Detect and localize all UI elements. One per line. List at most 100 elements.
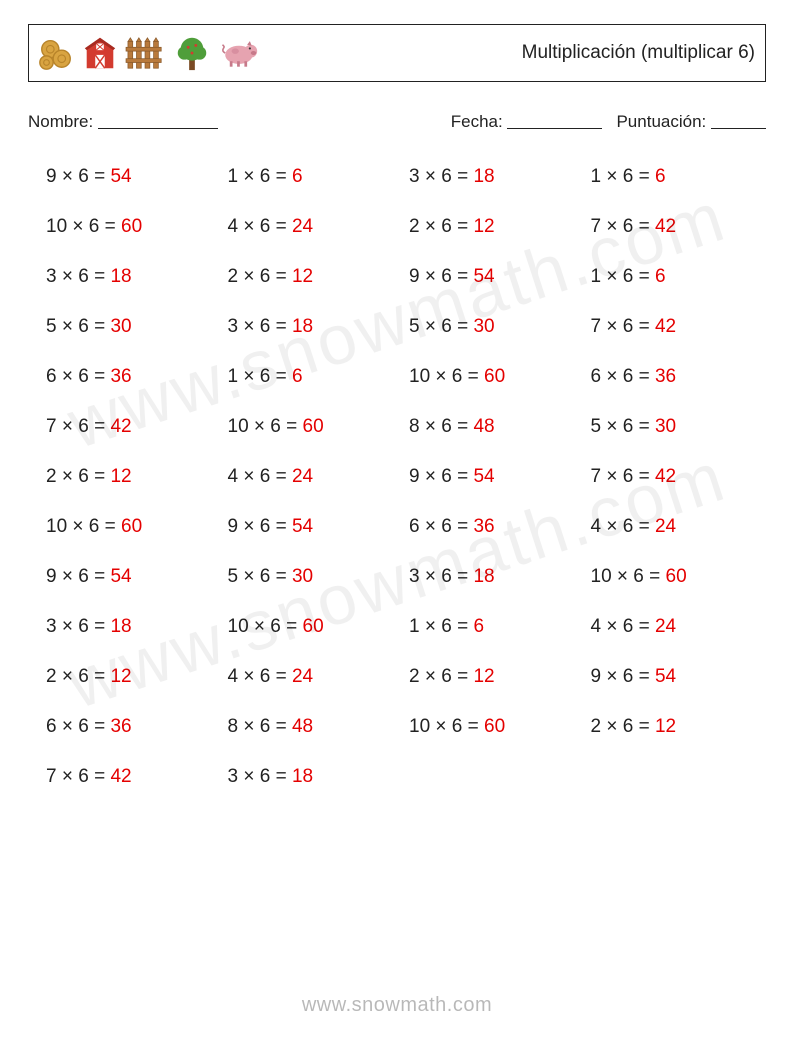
operand-b: 6: [89, 216, 100, 237]
operand-b: 6: [441, 166, 452, 187]
operand-a: 7: [591, 216, 602, 237]
operand-a: 3: [409, 566, 420, 587]
problem-cell: 9 × 6 = 54: [591, 666, 761, 688]
operand-b: 6: [78, 266, 89, 287]
operand-b: 6: [78, 716, 89, 737]
answer: 36: [473, 516, 494, 537]
operand-b: 6: [441, 566, 452, 587]
answer: 36: [110, 716, 131, 737]
problem-cell: 2 × 6 = 12: [409, 216, 579, 238]
operand-b: 6: [78, 316, 89, 337]
operand-a: 6: [409, 516, 420, 537]
answer: 42: [655, 316, 676, 337]
operand-b: 6: [623, 316, 634, 337]
operand-b: 6: [441, 266, 452, 287]
problem-cell: 9 × 6 = 54: [228, 516, 398, 538]
answer: 60: [303, 416, 324, 437]
operand-a: 4: [591, 516, 602, 537]
problem-cell: 7 × 6 = 42: [591, 216, 761, 238]
header-icons: [37, 34, 259, 72]
operand-b: 6: [260, 666, 271, 687]
answer: 30: [655, 416, 676, 437]
answer: 18: [110, 616, 131, 637]
problem-cell: 5 × 6 = 30: [409, 316, 579, 338]
operand-a: 4: [228, 216, 239, 237]
answer: 54: [110, 166, 131, 187]
operand-b: 6: [78, 416, 89, 437]
operand-a: 10: [228, 416, 249, 437]
operand-a: 9: [46, 166, 57, 187]
operand-a: 10: [46, 216, 67, 237]
problem-cell: 10 × 6 = 60: [46, 216, 216, 238]
problem-cell: 7 × 6 = 42: [46, 416, 216, 438]
problems-grid: 9 × 6 = 541 × 6 = 63 × 6 = 181 × 6 = 610…: [28, 166, 766, 788]
operand-b: 6: [260, 516, 271, 537]
operand-b: 6: [260, 216, 271, 237]
operand-a: 6: [46, 366, 57, 387]
operand-b: 6: [623, 366, 634, 387]
pig-icon: [217, 36, 259, 70]
operand-a: 3: [228, 316, 239, 337]
name-field: Nombre:: [28, 110, 218, 132]
operand-a: 8: [409, 416, 420, 437]
answer: 54: [292, 516, 313, 537]
problem-cell: [591, 766, 761, 788]
operand-b: 6: [441, 666, 452, 687]
problem-cell: 3 × 6 = 18: [46, 266, 216, 288]
problem-cell: 6 × 6 = 36: [591, 366, 761, 388]
answer: 54: [655, 666, 676, 687]
operand-a: 4: [591, 616, 602, 637]
operand-a: 3: [46, 616, 57, 637]
operand-a: 5: [228, 566, 239, 587]
answer: 12: [473, 216, 494, 237]
operand-a: 7: [591, 316, 602, 337]
operand-a: 1: [591, 166, 602, 187]
answer: 54: [473, 266, 494, 287]
problem-cell: 3 × 6 = 18: [409, 166, 579, 188]
answer: 18: [473, 566, 494, 587]
answer: 6: [473, 616, 484, 637]
operand-a: 5: [591, 416, 602, 437]
operand-a: 3: [46, 266, 57, 287]
answer: 60: [484, 366, 505, 387]
operand-b: 6: [623, 166, 634, 187]
info-row: Nombre: Fecha: Puntuación:: [28, 110, 766, 132]
answer: 42: [110, 766, 131, 787]
operand-b: 6: [452, 716, 463, 737]
operand-a: 9: [46, 566, 57, 587]
operand-b: 6: [260, 466, 271, 487]
answer: 12: [655, 716, 676, 737]
answer: 24: [655, 516, 676, 537]
answer: 18: [292, 316, 313, 337]
operand-a: 9: [409, 466, 420, 487]
problem-cell: 4 × 6 = 24: [228, 216, 398, 238]
date-blank: [507, 112, 602, 129]
operand-a: 5: [409, 316, 420, 337]
operand-a: 2: [591, 716, 602, 737]
date-field: Fecha:: [451, 110, 603, 132]
header-box: Multiplicación (multiplicar 6): [28, 24, 766, 82]
operand-a: 2: [46, 666, 57, 687]
operand-b: 6: [78, 366, 89, 387]
answer: 42: [655, 466, 676, 487]
answer: 6: [292, 366, 303, 387]
answer: 60: [121, 216, 142, 237]
answer: 12: [473, 666, 494, 687]
problem-cell: 10 × 6 = 60: [228, 616, 398, 638]
operand-b: 6: [89, 516, 100, 537]
problem-cell: 4 × 6 = 24: [591, 516, 761, 538]
operand-b: 6: [78, 766, 89, 787]
operand-b: 6: [270, 616, 281, 637]
operand-a: 9: [591, 666, 602, 687]
answer: 18: [110, 266, 131, 287]
problem-cell: 5 × 6 = 30: [228, 566, 398, 588]
answer: 60: [121, 516, 142, 537]
operand-a: 10: [591, 566, 612, 587]
problem-cell: 6 × 6 = 36: [409, 516, 579, 538]
operand-b: 6: [260, 316, 271, 337]
hay-bales-icon: [37, 34, 75, 72]
operand-a: 1: [409, 616, 420, 637]
name-label: Nombre:: [28, 112, 93, 131]
problem-cell: 1 × 6 = 6: [228, 366, 398, 388]
problem-cell: 2 × 6 = 12: [228, 266, 398, 288]
